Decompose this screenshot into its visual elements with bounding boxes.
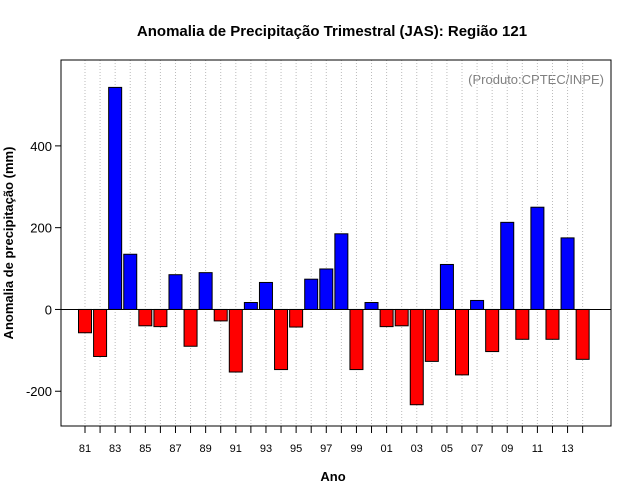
bar-00 (364, 302, 379, 310)
bar-08 (485, 308, 500, 353)
x-tick-label-09: 09 (501, 443, 513, 455)
y-axis-label: Anomalia de precipitação (mm) (1, 147, 16, 340)
x-tick-label-97: 97 (320, 443, 332, 455)
x-tick-label-89: 89 (200, 443, 212, 455)
bar-06 (455, 308, 469, 376)
bar-96 (304, 278, 319, 310)
axes: -200 0 200 400 81 83 85 87 89 91 93 95 97 99 01 03 05 07 0… (26, 59, 612, 455)
bar-81 (78, 308, 92, 334)
x-tick-label-01: 01 (380, 443, 392, 455)
bars (78, 86, 590, 406)
x-tick-label-93: 93 (260, 443, 272, 455)
bar-83 (108, 86, 123, 310)
bar-13 (560, 237, 575, 310)
x-tick-label-11: 11 (532, 443, 543, 455)
bar-91 (228, 308, 243, 373)
bar-12 (545, 308, 560, 340)
bar-95 (289, 308, 304, 328)
y-tick-label-400: 400 (30, 139, 52, 154)
bar-89 (198, 272, 213, 310)
x-tick-label-95: 95 (290, 443, 302, 455)
bar-84 (123, 253, 138, 310)
bar-10 (515, 308, 530, 340)
bar-98 (334, 233, 349, 310)
x-tick-label-05: 05 (441, 443, 453, 455)
bar-99 (349, 308, 364, 371)
bar-90 (213, 308, 228, 322)
bar-07 (470, 299, 485, 310)
bar-05 (439, 263, 454, 310)
bar-03 (409, 308, 424, 406)
x-tick-label-81: 81 (79, 443, 91, 455)
plot-frame (60, 59, 612, 427)
bar-88 (183, 308, 198, 347)
bar-11 (530, 206, 545, 310)
bar-94 (274, 308, 289, 371)
bar-92 (243, 302, 258, 310)
x-tick-label-99: 99 (350, 443, 362, 455)
bar-02 (394, 308, 409, 327)
x-tick-label-91: 91 (230, 443, 242, 455)
x-tick-label-87: 87 (169, 443, 181, 455)
x-tick-label-13: 13 (561, 443, 573, 455)
bar-14 (575, 308, 590, 360)
y-tick-label-200: 200 (30, 221, 52, 236)
bar-85 (138, 308, 153, 327)
bar-87 (168, 274, 183, 310)
x-tick-label-83: 83 (109, 443, 121, 455)
y-tick-label-0: 0 (45, 302, 52, 317)
chart-title: Anomalia de Precipitação Trimestral (JAS… (137, 23, 527, 40)
x-axis-label: Ano (320, 469, 345, 484)
bar-86 (153, 308, 168, 328)
x-tick-label-03: 03 (411, 443, 423, 455)
bar-93 (258, 281, 273, 310)
bar-82 (93, 308, 108, 357)
x-tick-label-07: 07 (471, 443, 483, 455)
y-tick-label--200: -200 (26, 384, 52, 399)
x-tick-label-85: 85 (139, 443, 151, 455)
source-annotation: (Produto:CPTEC/INPE) (468, 72, 604, 87)
bar-97 (319, 268, 334, 310)
bar-04 (424, 308, 439, 362)
bar-09 (500, 221, 515, 310)
bar-01 (379, 308, 394, 328)
